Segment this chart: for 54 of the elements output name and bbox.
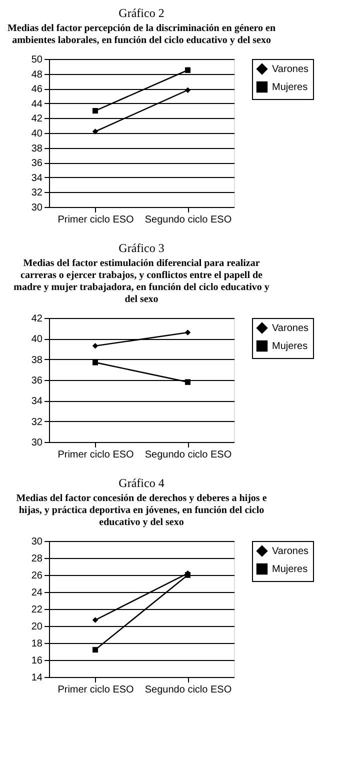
point: [92, 343, 98, 349]
x-tick-label: Primer ciclo ESO: [58, 684, 134, 696]
y-tick-label: 14: [31, 672, 43, 684]
legend-label: Varones: [272, 546, 309, 557]
legend-label: Mujeres: [272, 82, 308, 93]
y-tick-label: 42: [31, 314, 43, 324]
y-tick-label: 38: [31, 143, 43, 154]
y-tick-label: 32: [31, 188, 43, 199]
y-tick-label: 18: [31, 638, 43, 650]
point: [185, 379, 190, 385]
x-tick-label: Segundo ciclo ESO: [144, 450, 232, 460]
y-tick-label: 40: [31, 128, 43, 140]
y-tick-label: 30: [31, 536, 43, 548]
point: [185, 87, 190, 93]
y-tick-label: 16: [31, 656, 43, 666]
y-tick-label: 22: [31, 604, 43, 616]
y-tick-label: 24: [31, 588, 43, 598]
y-tick-label: 42: [31, 114, 43, 125]
y-tick-label: 30: [31, 202, 43, 214]
chart-title: Gráfico 3: [118, 241, 164, 255]
legend-label: Varones: [272, 323, 309, 334]
y-tick-label: 50: [31, 54, 43, 66]
y-tick-label: 20: [31, 622, 43, 632]
y-tick-label: 32: [31, 416, 43, 428]
x-tick-label: Segundo ciclo ESO: [144, 214, 232, 226]
point: [185, 67, 190, 73]
y-tick-label: 34: [31, 396, 43, 408]
point: [92, 617, 98, 623]
chart-subtitle: Medias del factor concesión de derechos y deberes a hijos e hijas, y práctica deportiva en jóvenes, en función del ciclo educativo y del sexo: [16, 493, 268, 528]
legend-label: Mujeres: [272, 564, 308, 575]
point: [92, 108, 98, 114]
chart-subtitle: Medias del factor percepción de la discriminación en género en ambientes laborales, en función del ciclo educativo y del sexo: [7, 23, 276, 46]
y-tick-label: 28: [31, 554, 43, 564]
x-tick-label: Primer ciclo ESO: [58, 450, 134, 460]
y-tick-label: 36: [31, 376, 43, 386]
chart-title: Gráfico 2: [118, 6, 164, 20]
y-tick-label: 30: [31, 438, 43, 448]
y-tick-label: 48: [31, 69, 43, 80]
x-tick-label: Segundo ciclo ESO: [144, 684, 232, 696]
y-tick-label: 46: [31, 84, 43, 96]
y-tick-label: 34: [31, 172, 43, 184]
y-tick-label: 44: [31, 98, 43, 110]
y-tick-label: 36: [31, 158, 43, 170]
chart-subtitle: Medias del factor estimulación diferencial para realizar carreras o ejercer trabajos, y conflictos entre el papell de madre y mujer trabajadora, en función del ciclo educativo y del sexo: [14, 258, 270, 305]
y-tick-label: 38: [31, 354, 43, 366]
x-tick-label: Primer ciclo ESO: [58, 214, 134, 226]
legend-label: Varones: [272, 64, 309, 75]
y-tick-label: 26: [31, 570, 43, 582]
chart-title: Gráfico 4: [118, 476, 164, 490]
legend-label: Mujeres: [272, 341, 308, 352]
y-tick-label: 40: [31, 334, 43, 346]
point: [185, 330, 190, 336]
point: [92, 128, 98, 134]
point: [92, 647, 98, 653]
